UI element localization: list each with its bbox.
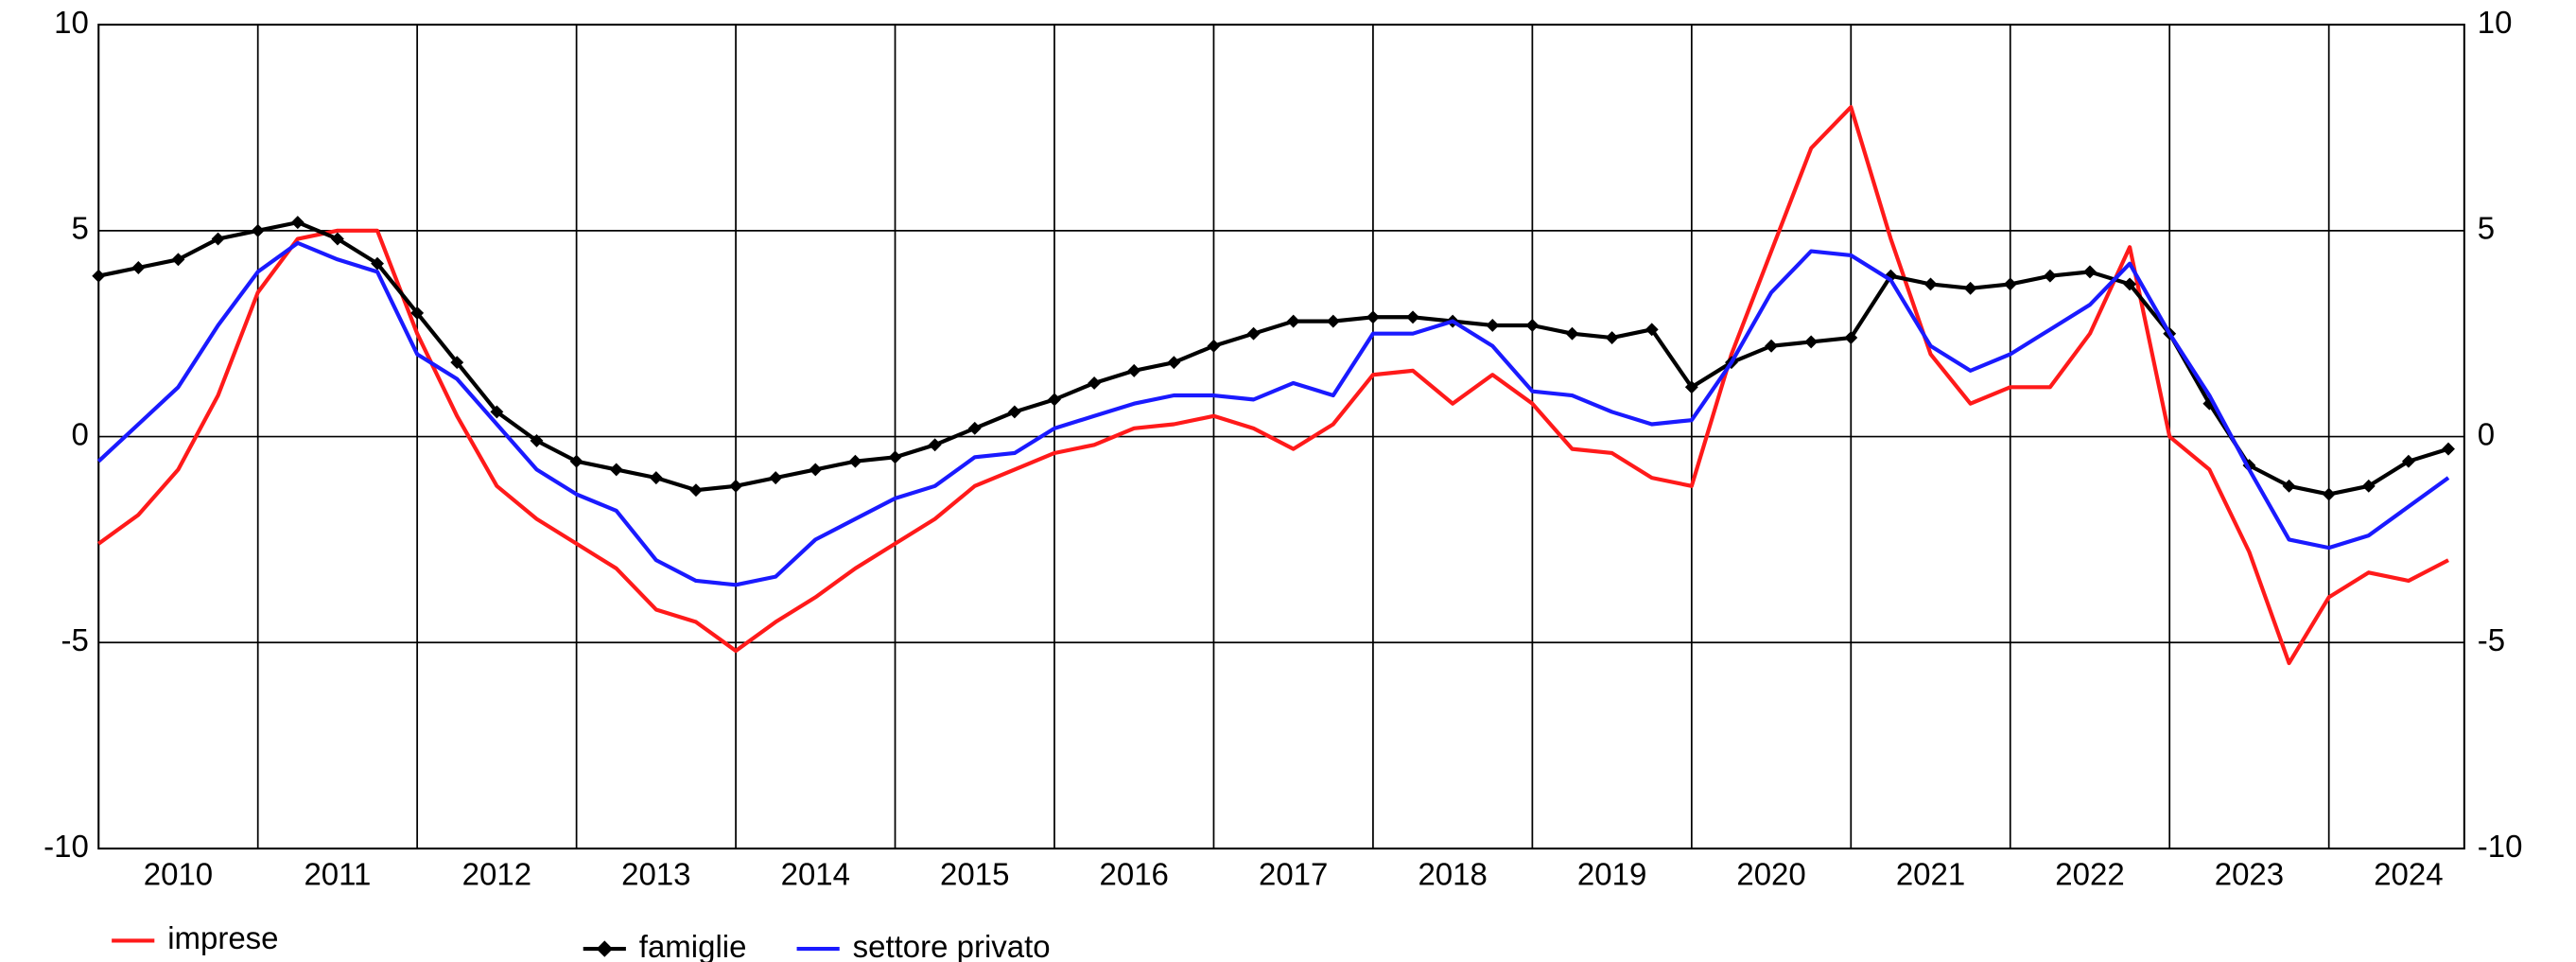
series: [97, 105, 2449, 666]
y-tick-label: 0: [71, 416, 88, 451]
marker: [1406, 310, 1419, 324]
marker: [1246, 326, 1261, 341]
marker: [330, 232, 344, 246]
marker: [450, 356, 464, 370]
marker: [2003, 277, 2017, 291]
y2-tick-label: 5: [2478, 211, 2495, 246]
x-tick-label: 2013: [621, 856, 690, 891]
legend-label: settore privato: [853, 929, 1051, 962]
x-tick-label: 2021: [1896, 856, 1965, 891]
plot-frame: [97, 24, 2465, 850]
y-tick-label: 5: [71, 211, 88, 246]
line: [97, 220, 2449, 497]
marker: [1366, 310, 1380, 324]
marker: [1645, 323, 1659, 337]
marker: [967, 421, 982, 435]
marker: [1167, 356, 1181, 370]
line: [97, 105, 2449, 666]
marker: [689, 483, 703, 498]
marker: [251, 223, 265, 237]
marker: [490, 405, 504, 419]
marker: [809, 463, 823, 477]
marker: [1127, 363, 1141, 377]
x-tick-label: 2010: [144, 856, 213, 891]
marker: [1525, 319, 1540, 332]
x-tick-label: 2018: [1418, 856, 1487, 891]
marker: [2442, 442, 2455, 456]
marker: [2361, 479, 2376, 493]
x-tick-label: 2011: [304, 856, 371, 891]
x-tick-label: 2017: [1259, 856, 1328, 891]
x-tick-label: 2020: [1736, 856, 1805, 891]
legend-item: settore privato: [796, 929, 1051, 962]
legend-label: imprese: [167, 920, 278, 955]
legend-label: famiglie: [639, 929, 747, 962]
x-tick-label: 2016: [1100, 856, 1169, 891]
marker: [769, 471, 783, 485]
marker: [1844, 331, 1858, 344]
y2-tick-label: -10: [2478, 829, 2523, 864]
marker: [2083, 265, 2097, 279]
marker: [1684, 380, 1698, 394]
marker: [729, 479, 743, 493]
marker: [410, 306, 425, 320]
x-tick-label: 2015: [940, 856, 1009, 891]
marker: [649, 471, 663, 485]
marker: [1765, 339, 1779, 353]
y-tick-label: -10: [44, 829, 89, 864]
marker: [848, 454, 862, 468]
legend-marker: [596, 940, 613, 957]
y2-tick-label: 10: [2478, 5, 2513, 40]
legend-item: imprese: [112, 920, 279, 955]
x-tick-label: 2023: [2215, 856, 2284, 891]
x-tick-label: 2022: [2055, 856, 2124, 891]
marker: [1605, 331, 1619, 344]
y2-tick-label: -5: [2478, 622, 2505, 657]
y-tick-label: 10: [54, 5, 89, 40]
marker: [928, 438, 942, 452]
marker: [1963, 281, 1977, 295]
marker: [211, 232, 225, 246]
series: [96, 240, 2450, 587]
marker: [2282, 479, 2296, 493]
marker: [1326, 314, 1340, 328]
marker: [290, 216, 305, 230]
marker: [1486, 319, 1500, 332]
x-tick-label: 2019: [1577, 856, 1646, 891]
x-tick-label: 2024: [2374, 856, 2443, 891]
legend-item: famiglie: [583, 929, 747, 962]
marker: [1207, 339, 1221, 353]
marker: [888, 450, 902, 464]
x-tick-label: 2012: [462, 856, 531, 891]
marker: [1565, 326, 1579, 341]
line: [96, 240, 2450, 587]
marker: [1088, 376, 1102, 390]
x-tick-label: 2014: [781, 856, 850, 891]
marker: [1048, 393, 1061, 407]
y-tick-label: -5: [61, 622, 88, 657]
marker: [1804, 335, 1819, 349]
marker: [530, 433, 544, 447]
y2-tick-label: 0: [2478, 416, 2495, 451]
marker: [609, 463, 623, 477]
marker: [1923, 277, 1938, 291]
